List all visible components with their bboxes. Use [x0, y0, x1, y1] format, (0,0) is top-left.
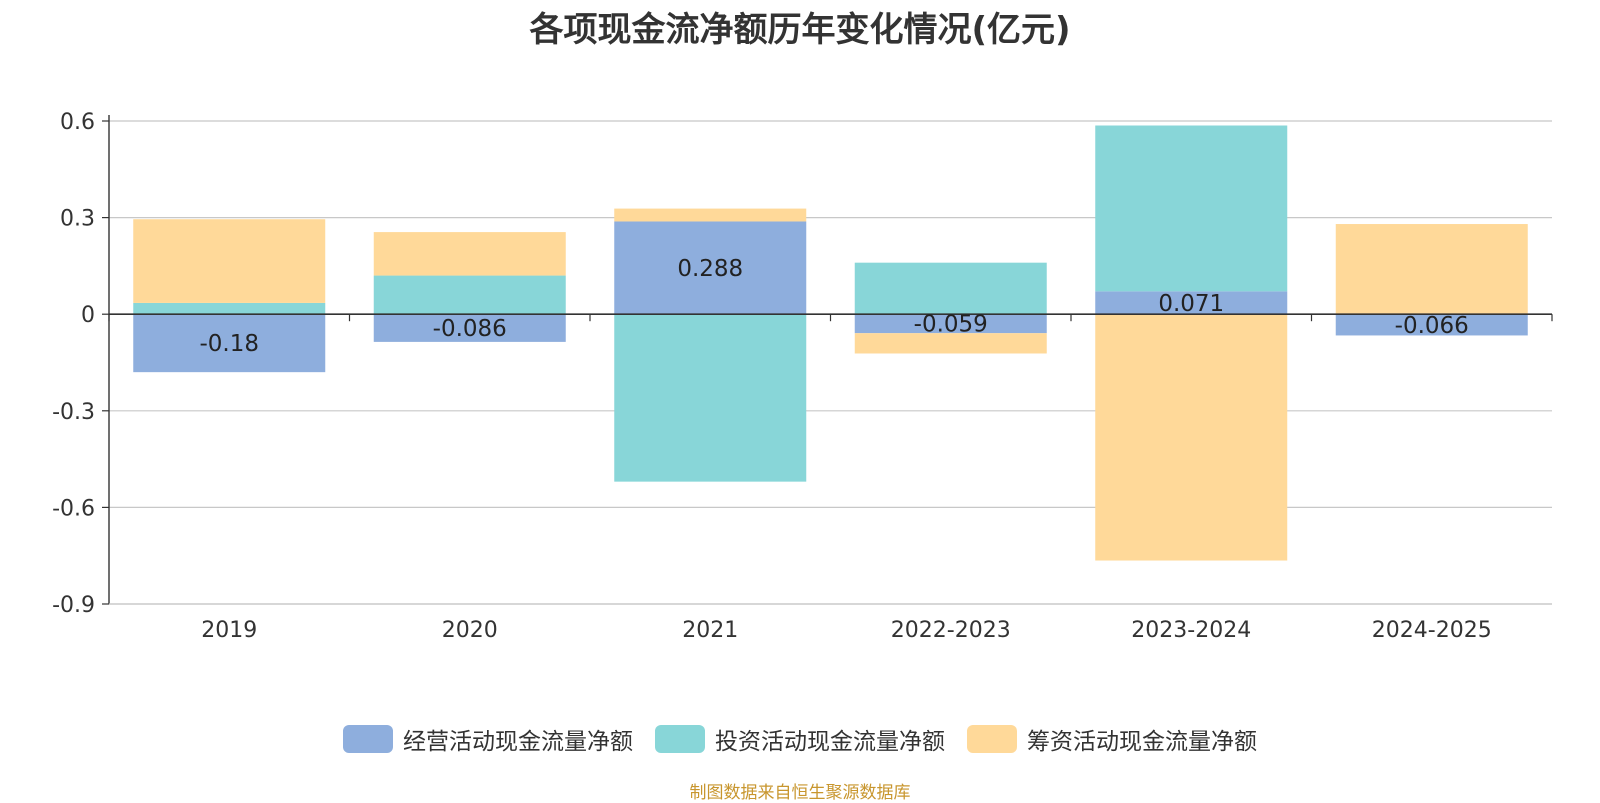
x-tick-label: 2024-2025	[1372, 618, 1492, 643]
legend: 经营活动现金流量净额 投资活动现金流量净额 筹资活动现金流量净额	[0, 722, 1600, 756]
data-label: -0.059	[914, 312, 988, 338]
y-tick-label: 0	[81, 303, 95, 328]
source-note: 制图数据来自恒生聚源数据库	[689, 783, 911, 803]
data-label: -0.086	[433, 316, 507, 342]
bar-series-1	[854, 314, 1047, 334]
x-tick-label: 2023-2024	[1131, 618, 1251, 643]
y-tick-label: 0.3	[60, 207, 95, 232]
bar-series-3	[373, 232, 566, 276]
legend-label: 投资活动现金流量净额	[715, 729, 945, 755]
bar-series-2	[614, 314, 807, 482]
data-label: 0.288	[677, 256, 743, 282]
data-label: 0.071	[1158, 291, 1224, 317]
bar-series-1	[1335, 314, 1528, 336]
legend-item-1[interactable]: 经营活动现金流量净额	[343, 722, 633, 756]
legend-label: 经营活动现金流量净额	[403, 729, 633, 755]
x-tick-label: 2020	[442, 618, 498, 643]
legend-item-3[interactable]: 筹资活动现金流量净额	[967, 722, 1257, 756]
bar-series-3	[854, 333, 1047, 354]
bar-series-3	[614, 208, 807, 222]
bar-series-3	[1335, 224, 1528, 315]
y-tick-label: -0.9	[52, 593, 95, 618]
x-tick-label: 2021	[682, 618, 738, 643]
label-layer: -0.18 -0.086 0.288 -0.059 0.071 -0.066	[199, 256, 1468, 357]
bar-series-1	[614, 221, 807, 315]
bar-series-3	[1095, 314, 1288, 561]
axis-layer: 0.6 0.3 0 -0.3 -0.6 -0.9 2019 2020 2021 2022-2023…	[52, 110, 1553, 643]
y-tick-label: 0.6	[60, 110, 95, 135]
data-label: -0.066	[1395, 313, 1469, 339]
bar-series-2	[133, 302, 326, 315]
bar-series-3	[133, 219, 326, 303]
legend-swatch	[967, 725, 1017, 753]
y-tick-label: -0.6	[52, 496, 95, 521]
legend-swatch	[343, 725, 393, 753]
x-tick-label: 2019	[201, 618, 257, 643]
bar-series-2	[854, 262, 1047, 315]
bar-series-2	[1095, 125, 1288, 292]
y-tick-label: -0.3	[52, 400, 95, 425]
bar-series-1	[1095, 291, 1288, 315]
grid-layer	[109, 120, 1552, 605]
bar-series-2	[373, 275, 566, 315]
bar-series-1	[373, 314, 566, 342]
legend-item-2[interactable]: 投资活动现金流量净额	[655, 722, 945, 756]
x-tick-label: 2022-2023	[891, 618, 1011, 643]
data-label: -0.18	[199, 331, 259, 357]
chart-title: 各项现金流净额历年变化情况(亿元)	[529, 10, 1071, 50]
legend-swatch	[655, 725, 705, 753]
bar-layer	[133, 125, 1528, 561]
bar-series-1	[133, 314, 326, 373]
legend-label: 筹资活动现金流量净额	[1027, 729, 1257, 755]
